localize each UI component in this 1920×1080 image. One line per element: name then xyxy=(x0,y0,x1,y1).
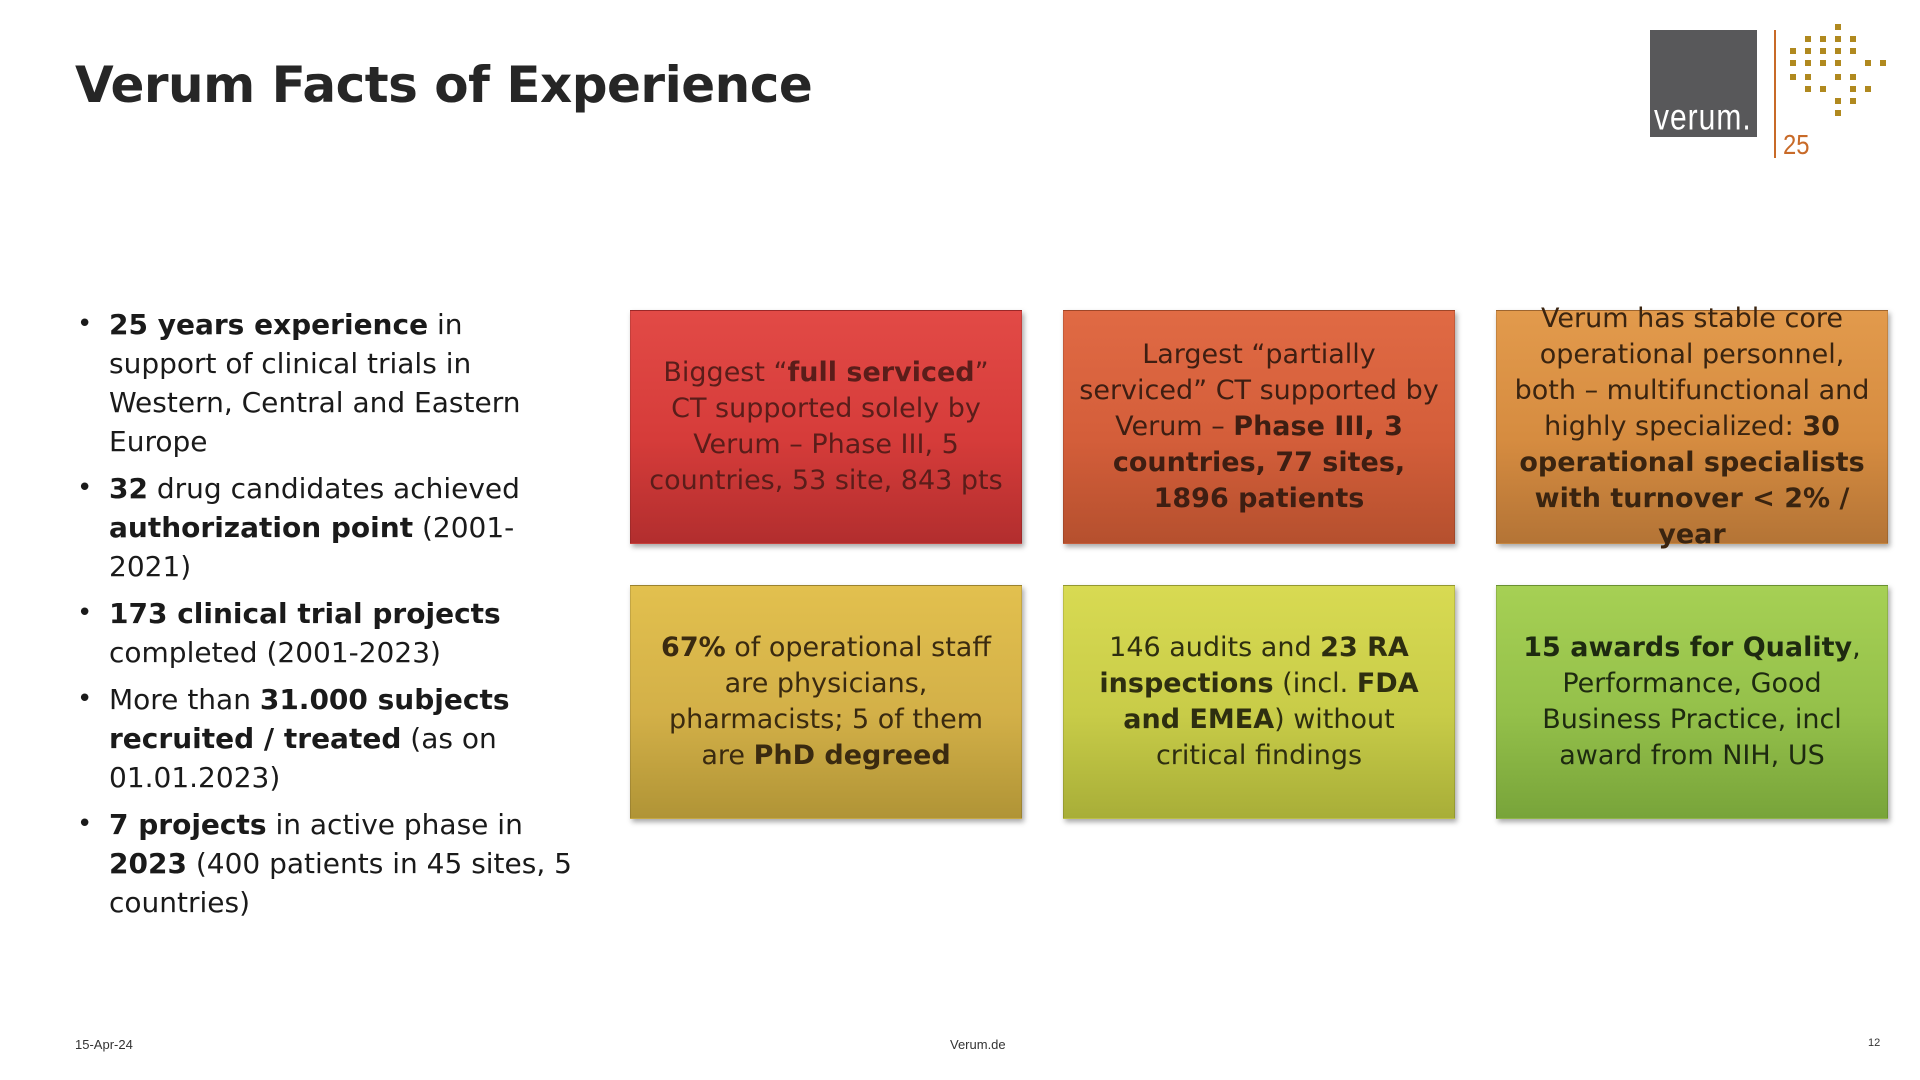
text-run: completed (2001-2023) xyxy=(109,636,441,669)
fact-card-text: Largest “partially serviced” CT supporte… xyxy=(1078,337,1440,517)
text-run: (2001-2021) xyxy=(109,511,515,583)
text-run: ) without critical findings xyxy=(1155,704,1395,771)
bold-text-run: FDA and EMEA xyxy=(1123,668,1419,735)
bold-text-run: full serviced xyxy=(787,357,975,388)
bold-text-run: Phase III, 3 countries, 77 sites, 1896 p… xyxy=(1112,411,1406,514)
logo-wordmark: verum. xyxy=(1654,97,1752,139)
bold-text-run: 30 operational specialists with turnover… xyxy=(1519,411,1865,550)
fact-card-text: Biggest “full serviced” CT supported sol… xyxy=(645,355,1007,499)
verum-25-logo: verum. 25 xyxy=(1650,10,1900,160)
bold-text-run: 173 clinical trial projects xyxy=(109,597,501,630)
text-run: drug candidates achieved xyxy=(147,472,520,505)
bold-text-run: 23 RA inspections xyxy=(1099,632,1409,699)
bold-text-run: 67% xyxy=(661,632,726,663)
bullet-item: 32 drug candidates achieved authorizatio… xyxy=(75,469,575,586)
text-run: Biggest “ xyxy=(663,357,788,388)
fact-card-text: Verum has stable core operational person… xyxy=(1511,301,1873,553)
fact-card-text: 146 audits and 23 RA inspections (incl. … xyxy=(1078,630,1440,774)
text-run: ” CT supported solely by Verum – Phase I… xyxy=(649,357,1003,496)
text-run: in support of clinical trials in Western… xyxy=(109,308,521,458)
experience-bullet-list: 25 years experience in support of clinic… xyxy=(75,305,575,930)
footer-date: 15-Apr-24 xyxy=(75,1037,133,1052)
bold-text-run: authorization point xyxy=(109,511,414,544)
bold-text-run: 15 awards for Quality xyxy=(1523,632,1853,663)
text-run: (as on 01.01.2023) xyxy=(109,722,497,794)
text-run: More than xyxy=(109,683,260,716)
bullet-item: 25 years experience in support of clinic… xyxy=(75,305,575,461)
bold-text-run: 7 projects xyxy=(109,808,267,841)
text-run: Largest “partially serviced” CT supporte… xyxy=(1079,339,1439,442)
text-run: 146 audits and xyxy=(1109,632,1321,663)
logo-box: verum. xyxy=(1650,30,1757,137)
text-run: of operational staff are physicians, pha… xyxy=(669,632,991,771)
fact-card-awards: 15 awards for Quality, Performance, Good… xyxy=(1496,585,1888,819)
fact-card-partially-serviced: Largest “partially serviced” CT supporte… xyxy=(1063,310,1455,544)
text-run: , Performance, Good Business Practice, i… xyxy=(1542,632,1861,771)
bold-text-run: 31.000 subjects recruited / treated xyxy=(109,683,510,755)
bullet-item: 173 clinical trial projects completed (2… xyxy=(75,594,575,672)
text-run: (incl. xyxy=(1273,668,1357,699)
bold-text-run: 25 years experience xyxy=(109,308,429,341)
fact-card-full-serviced: Biggest “full serviced” CT supported sol… xyxy=(630,310,1022,544)
fact-card-text: 15 awards for Quality, Performance, Good… xyxy=(1511,630,1873,774)
fact-card-personnel: Verum has stable core operational person… xyxy=(1496,303,1888,550)
bold-text-run: 32 xyxy=(109,472,148,505)
footer-website: Verum.de xyxy=(950,1037,1006,1052)
logo-anniversary-number: 25 xyxy=(1783,129,1810,160)
text-run: (400 patients in 45 sites, 5 countries) xyxy=(109,847,572,919)
footer-page-number: 12 xyxy=(1868,1037,1881,1049)
fact-card-text: 67% of operational staff are physicians,… xyxy=(645,630,1007,774)
bold-text-run: 2023 xyxy=(109,847,187,880)
logo-divider xyxy=(1774,30,1776,158)
bullet-item: 7 projects in active phase in 2023 (400 … xyxy=(75,805,575,922)
logo-dots-pattern xyxy=(1790,24,1886,116)
fact-card-staff: 67% of operational staff are physicians,… xyxy=(630,585,1022,819)
slide-title: Verum Facts of Experience xyxy=(75,56,813,114)
text-run: Verum has stable core operational person… xyxy=(1514,303,1870,442)
fact-card-audits: 146 audits and 23 RA inspections (incl. … xyxy=(1063,585,1455,819)
bold-text-run: PhD degreed xyxy=(753,740,951,771)
text-run: in active phase in xyxy=(266,808,523,841)
bullet-item: More than 31.000 subjects recruited / tr… xyxy=(75,680,575,797)
